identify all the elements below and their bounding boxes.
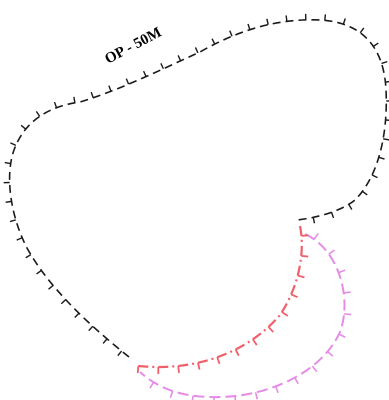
contour-tick: [90, 91, 94, 99]
contour-tick: [117, 350, 123, 357]
contour-tick: [247, 23, 251, 30]
contour-tick: [177, 365, 180, 373]
contour-tick: [344, 313, 352, 316]
contour-tick: [234, 349, 240, 357]
contour-tick: [36, 269, 42, 275]
contour-tick: [169, 390, 174, 398]
contour-tick: [324, 14, 327, 21]
contour-tick: [177, 55, 182, 62]
contour-tick: [125, 78, 130, 85]
contour-tick: [359, 27, 365, 34]
contour-tick: [252, 338, 258, 346]
contour-tick: [48, 284, 54, 290]
contour-tick: [10, 142, 17, 146]
contour-tick: [108, 85, 112, 92]
contour-tick: [294, 377, 299, 385]
contour-tick: [378, 156, 385, 160]
pink-dashed-line: [139, 233, 346, 399]
op-50m-boundary-ticks: [3, 13, 389, 357]
contour-tick: [234, 395, 237, 400]
contour-tick: [274, 386, 279, 394]
contour-tick: [53, 101, 58, 108]
contour-tick: [136, 365, 140, 374]
contour-tick: [25, 254, 32, 259]
contour-tick: [381, 60, 388, 65]
contour-tick: [20, 124, 27, 130]
contour-tick: [328, 249, 335, 255]
contour-tick: [301, 234, 309, 237]
contour-tick: [60, 299, 67, 305]
contour-tick: [73, 96, 76, 103]
contour-tick: [35, 111, 41, 117]
contour-tick: [142, 70, 147, 77]
contour-tick: [312, 217, 316, 224]
contour-tick: [326, 351, 334, 357]
contour-tick: [191, 395, 194, 400]
map-label-op-50m: OP - 50M: [102, 24, 164, 67]
contour-tick: [361, 190, 368, 196]
red-dashdot-line: [137, 225, 303, 368]
contour-tick: [4, 161, 11, 165]
contour-tick: [290, 293, 298, 299]
contour-tick: [149, 381, 155, 389]
contour-tick: [88, 325, 94, 332]
contour-tick: [330, 212, 335, 219]
contour-tick: [371, 174, 378, 179]
contour-tick: [372, 42, 379, 47]
contour-tick: [281, 311, 289, 317]
pink-line-ticks: [149, 233, 352, 400]
contour-tick: [267, 326, 274, 333]
contour-tick: [9, 219, 17, 223]
contour-tick: [102, 338, 108, 344]
contour-tick: [266, 18, 269, 25]
contour-tick: [74, 312, 80, 318]
contour-tick: [385, 80, 389, 83]
contour-tick: [311, 365, 318, 373]
contour-tick: [197, 362, 201, 370]
contour-tick: [338, 333, 346, 338]
contour-tick: [16, 237, 23, 241]
op-50m-boundary-line: [8, 19, 388, 358]
contour-tick: [211, 38, 216, 45]
contour-tick: [254, 392, 259, 400]
contour-tick: [338, 269, 346, 274]
contour-tick: [383, 138, 389, 141]
contour-tick: [313, 233, 319, 240]
contour-tick: [229, 30, 233, 37]
contour-tick: [301, 254, 309, 258]
contour-tick: [285, 15, 288, 22]
contour-tick: [194, 47, 199, 54]
contour-tick: [342, 18, 346, 25]
contour-tick: [216, 356, 221, 365]
red-line-ticks: [136, 234, 309, 374]
contour-tick: [5, 200, 12, 204]
contour-tick: [160, 63, 165, 70]
contour-tick: [348, 203, 353, 210]
contour-tick: [343, 291, 351, 294]
contour-tick: [297, 274, 305, 279]
